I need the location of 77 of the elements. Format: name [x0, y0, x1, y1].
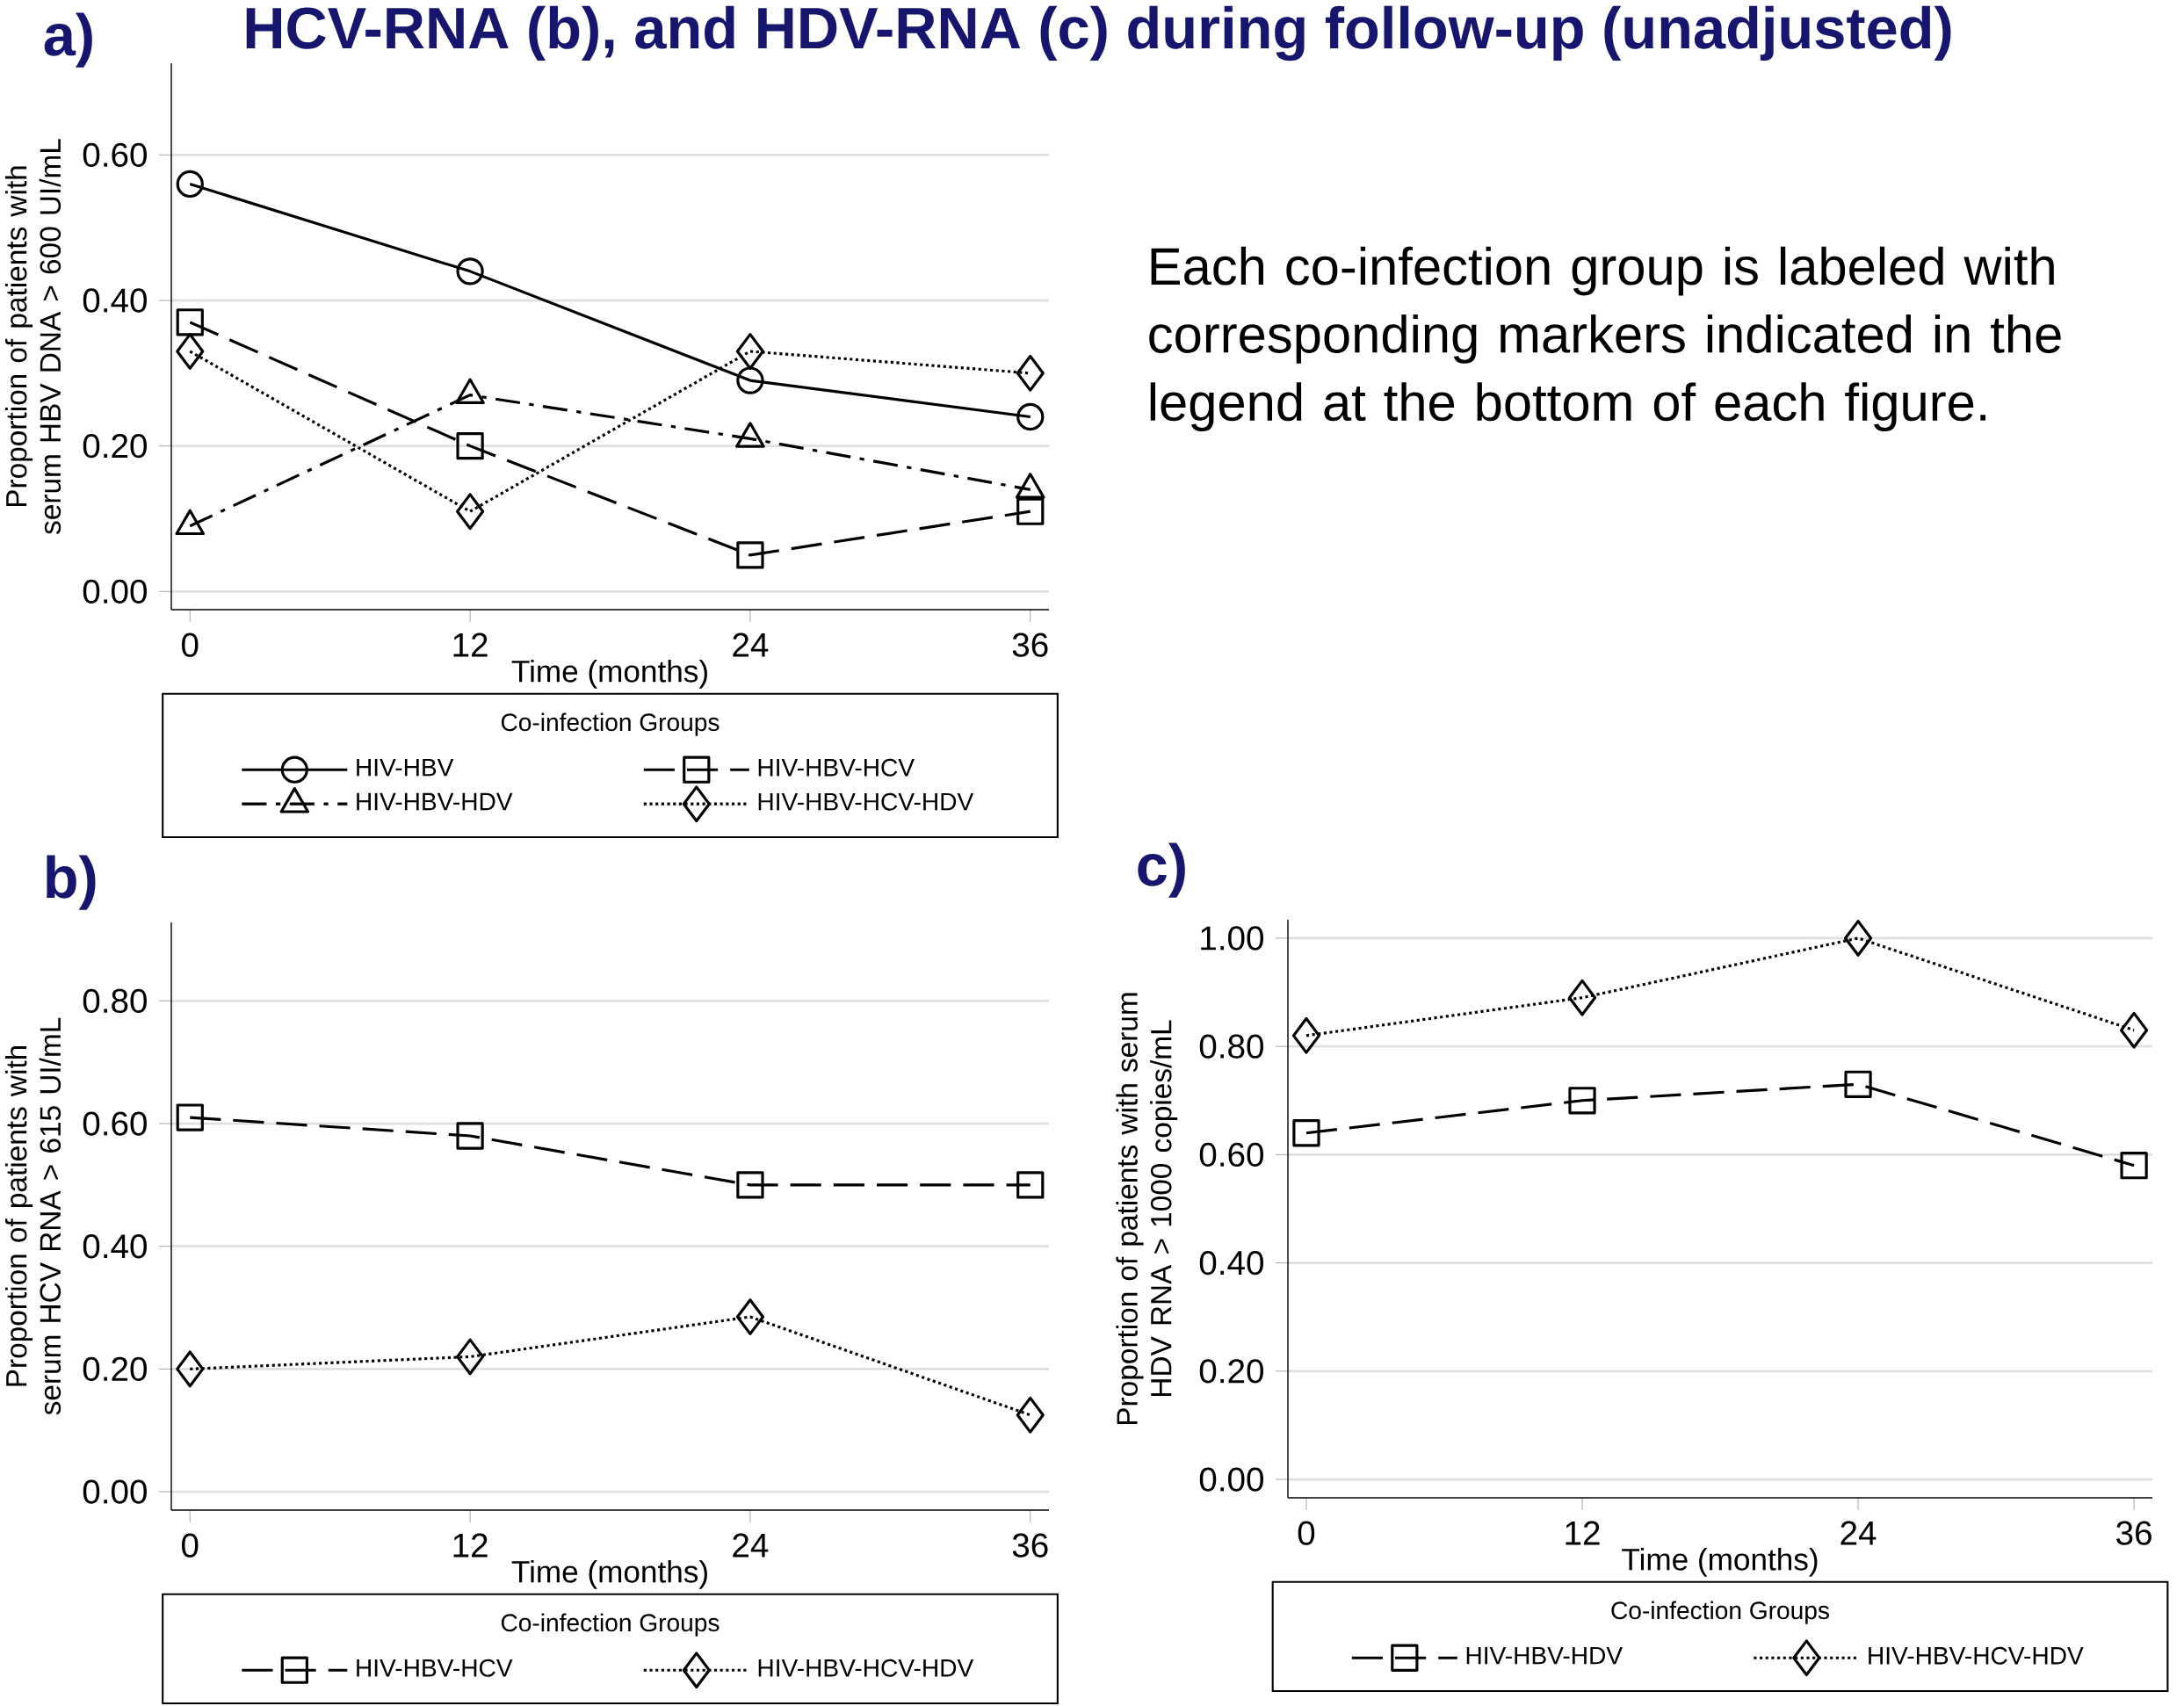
y-tick-label: 0.00 — [1199, 1467, 1263, 1492]
point — [1567, 979, 1597, 1016]
x-tick-label: 36 — [2116, 1521, 2151, 1545]
y-tick-label: 0.20 — [1199, 1359, 1263, 1384]
text: HCV-RNA (b), and HDV-RNA (c) during follow-up (unadjusted) — [246, 5, 1951, 61]
legend-title: Co-infection Groups — [1611, 1601, 1829, 1624]
y-tick-label: 0.60 — [83, 142, 147, 168]
legend-label: HIV-HBV-HDV — [1466, 1646, 1623, 1665]
point — [456, 493, 485, 531]
point — [1016, 1396, 1045, 1434]
x-tick-label: 36 — [1012, 1533, 1048, 1558]
x-tick-label: 24 — [733, 1533, 769, 1558]
legend-label: HIV-HBV-HCV — [758, 758, 915, 777]
legend-label: HIV-HBV-HCV — [357, 1659, 513, 1677]
y-axis-title: Proportion of patients with serum HDV RNA > 1000 copies/mL — [1116, 993, 1178, 1424]
point — [735, 1298, 765, 1335]
y-tick-label: 0.60 — [1199, 1142, 1263, 1167]
x-tick-label: 24 — [1840, 1521, 1877, 1545]
legend-label: HIV-HBV-HDV — [357, 792, 513, 811]
legend-title: Co-infection Groups — [501, 1613, 720, 1637]
legend-label: HIV-HBV-HCV-HDV — [758, 792, 974, 811]
point — [176, 1350, 205, 1388]
point — [1292, 1119, 1320, 1147]
x-tick-label: 24 — [733, 633, 769, 657]
chart-title: b) — [47, 855, 96, 910]
x-tick-label: 0 — [1298, 1521, 1315, 1545]
point — [735, 333, 765, 370]
x-axis-title: Time (months) — [1622, 1547, 1818, 1577]
point — [456, 432, 484, 460]
point — [736, 1171, 764, 1199]
point — [1016, 354, 1045, 392]
x-axis-title: Time (months) — [511, 659, 707, 689]
x-tick-label: 0 — [182, 633, 199, 657]
x-tick-label: 12 — [453, 633, 488, 657]
legend-label: HIV-HBV-HCV-HDV — [1869, 1646, 2084, 1665]
x-tick-label: 12 — [1566, 1521, 1600, 1545]
y-tick-label: 0.00 — [83, 579, 147, 604]
y-tick-label: 1.00 — [1201, 926, 1263, 951]
point — [176, 170, 204, 199]
point — [1843, 920, 1873, 957]
point — [456, 1122, 484, 1150]
y-tick-label: 0.20 — [83, 1356, 147, 1382]
legend-title: Co-infection Groups — [501, 712, 720, 736]
y-tick-label: 0.60 — [83, 1111, 147, 1136]
point — [456, 1338, 485, 1376]
x-axis-title: Time (months) — [511, 1559, 707, 1589]
y-tick-label: 0.80 — [1199, 1034, 1263, 1059]
point — [1016, 497, 1045, 525]
chart-title: c) — [1138, 842, 1185, 898]
y-tick-label: 0.40 — [1199, 1250, 1263, 1276]
x-tick-label: 12 — [453, 1533, 488, 1558]
chart-title: a) — [44, 12, 92, 68]
point — [1016, 402, 1045, 431]
point — [1291, 1016, 1321, 1054]
legend-label: HIV-HBV-HCV-HDV — [758, 1659, 974, 1677]
point — [1016, 1171, 1045, 1199]
y-tick-label: 0.20 — [83, 433, 147, 459]
point — [176, 308, 204, 336]
point — [2120, 1152, 2148, 1180]
y-tick-label: 0.80 — [83, 988, 147, 1014]
y-axis-title: Proportion of patients with serum HCV RNA > 615 UI/mL — [4, 1017, 61, 1415]
text: Each co-infection group is labeled with corresponding markers indicated in the legend at the bottom of each figure. — [1149, 246, 2061, 432]
x-tick-label: 36 — [1012, 633, 1048, 657]
point — [176, 1103, 204, 1131]
point — [1844, 1070, 1872, 1098]
point — [456, 257, 484, 286]
y-axis-title: Proportion of patients with serum HBV DNA > 600 UI/mL — [4, 139, 61, 534]
y-tick-label: 0.40 — [83, 1234, 147, 1259]
point — [736, 366, 764, 394]
point — [1568, 1087, 1596, 1115]
point — [176, 333, 205, 370]
point — [736, 541, 764, 569]
y-tick-label: 0.40 — [83, 288, 147, 313]
y-tick-label: 0.00 — [83, 1479, 147, 1504]
legend-label: HIV-HBV — [357, 758, 454, 777]
point — [2120, 1011, 2149, 1049]
x-tick-label: 0 — [182, 1533, 199, 1558]
